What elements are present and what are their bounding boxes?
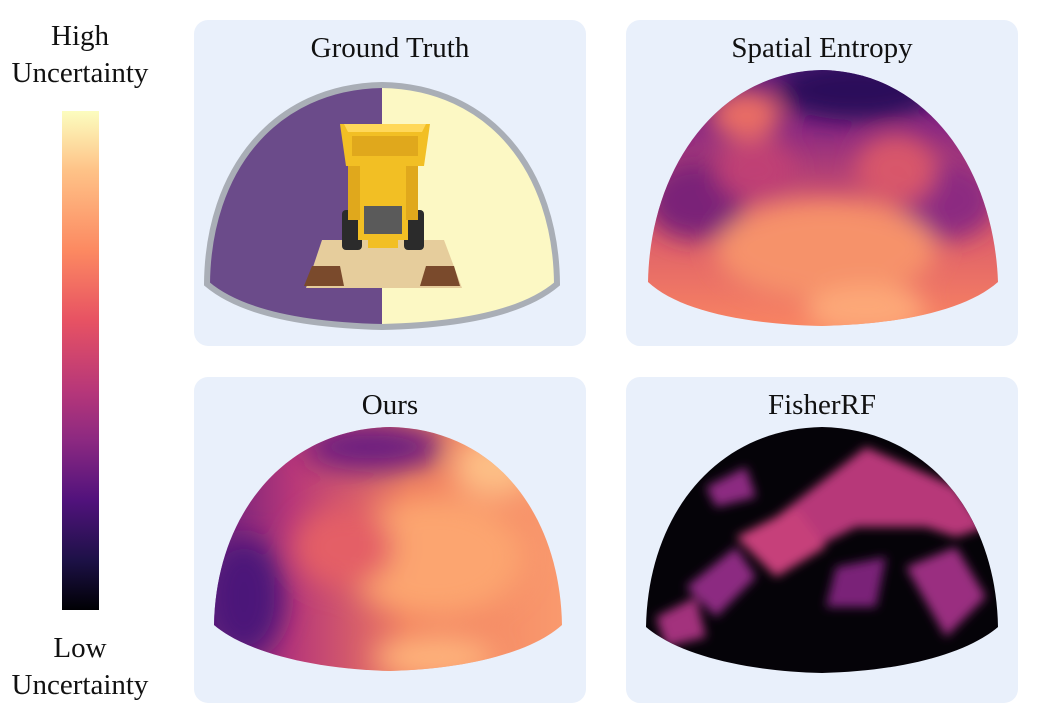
uncertainty-colorbar xyxy=(62,111,99,610)
low-uncertainty-label: Low Uncertainty xyxy=(0,630,160,704)
fisherrf-title: FisherRF xyxy=(768,389,876,421)
ground-truth-panel: Ground Truth xyxy=(194,20,586,346)
fisherrf-panel: FisherRF xyxy=(626,377,1018,703)
fisherrf-hemisphere xyxy=(646,427,998,673)
high-uncertainty-label: High Uncertainty xyxy=(0,18,160,92)
low-uncertainty-text: Low Uncertainty xyxy=(11,632,149,701)
lego-bulldozer-image xyxy=(304,124,462,288)
spatial-entropy-panel: Spatial Entropy xyxy=(626,20,1018,346)
ours-title: Ours xyxy=(361,389,419,421)
high-uncertainty-text: High Uncertainty xyxy=(11,20,149,89)
ground-truth-hemisphere xyxy=(203,81,561,331)
spatial-entropy-title: Spatial Entropy xyxy=(731,32,913,64)
ours-hemisphere xyxy=(214,427,562,671)
ground-truth-title: Ground Truth xyxy=(310,32,470,64)
spatial-entropy-hemisphere xyxy=(648,70,998,326)
ours-panel: Ours xyxy=(194,377,586,703)
gt-hemisphere-rim xyxy=(203,81,561,331)
